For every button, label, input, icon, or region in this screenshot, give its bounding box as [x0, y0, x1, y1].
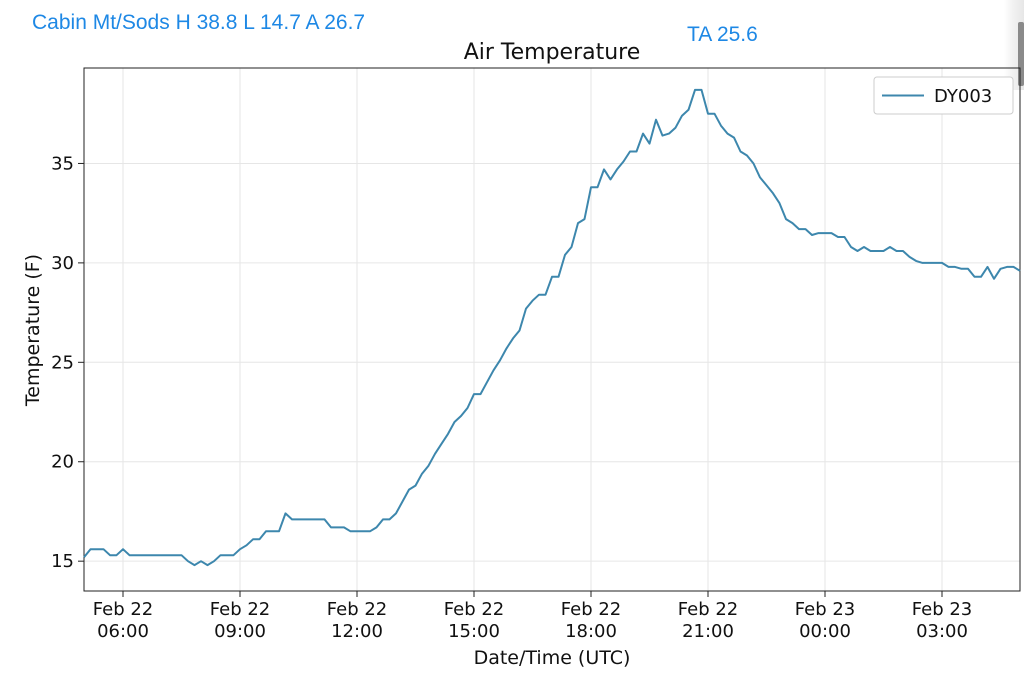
x-tick-label-date: Feb 23	[912, 599, 973, 620]
station-summary: Cabin Mt/Sods H 38.8 L 14.7 A 26.7	[32, 11, 366, 34]
grid-lines	[84, 68, 1020, 591]
y-tick-label: 15	[51, 551, 74, 572]
y-axis-ticks: 15 20 25 30 35	[51, 153, 84, 572]
y-axis-label: Temperature (F)	[22, 254, 44, 407]
x-tick-label-date: Feb 22	[327, 599, 388, 620]
legend-box	[873, 76, 1014, 115]
ta-reading: TA 25.6	[687, 23, 758, 46]
chart-title: Air Temperature	[464, 40, 641, 65]
x-tick-label-time: 03:00	[916, 621, 968, 642]
x-tick-label-date: Feb 23	[795, 599, 856, 620]
x-tick-label-time: 15:00	[448, 621, 500, 642]
x-axis-label: Date/Time (UTC)	[474, 647, 631, 669]
y-tick-label: 25	[51, 352, 74, 373]
y-tick-label: 30	[51, 253, 74, 274]
x-tick-label-time: 00:00	[799, 621, 851, 642]
x-tick-label-date: Feb 22	[93, 599, 154, 620]
legend-entry-label: DY003	[934, 86, 992, 107]
legend: DY003	[873, 76, 1014, 115]
plot-frame	[83, 67, 1021, 592]
x-tick-label-date: Feb 22	[444, 599, 505, 620]
series-layer	[83, 88, 1021, 567]
x-tick-label-date: Feb 22	[210, 599, 271, 620]
x-tick-label-time: 12:00	[331, 621, 383, 642]
x-tick-label-time: 18:00	[565, 621, 617, 642]
y-tick-label: 35	[51, 153, 74, 174]
y-tick-label: 20	[51, 452, 74, 473]
series-line-dy003	[83, 88, 1021, 567]
x-tick-label-date: Feb 22	[561, 599, 622, 620]
x-tick-label-time: 09:00	[214, 621, 266, 642]
x-tick-label-date: Feb 22	[678, 599, 739, 620]
x-tick-label-time: 06:00	[97, 621, 149, 642]
x-tick-label-time: 21:00	[682, 621, 734, 642]
